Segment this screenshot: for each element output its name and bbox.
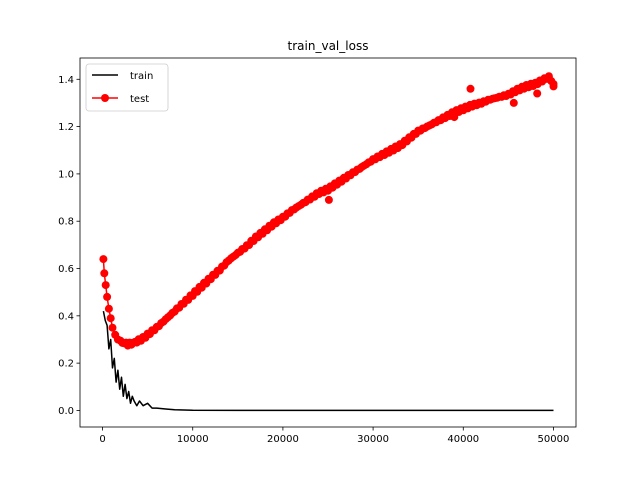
x-tick-label: 50000: [538, 434, 570, 445]
x-tick-label: 10000: [177, 434, 209, 445]
plot-frame: [79, 57, 577, 428]
test-marker: [108, 323, 117, 332]
x-tick-label: 20000: [267, 434, 299, 445]
test-outlier-marker: [450, 113, 459, 122]
x-tick-label: 40000: [447, 434, 479, 445]
y-tick-label: 1.0: [58, 169, 74, 180]
test-outlier-marker: [549, 82, 558, 91]
legend-train-label: train: [130, 71, 153, 82]
legend-test-marker: [101, 94, 109, 102]
test-outlier-marker: [533, 89, 542, 98]
legend-test-label: test: [130, 94, 149, 105]
test-series: [99, 72, 558, 350]
test-outlier-marker: [509, 98, 518, 107]
y-tick-label: 0.8: [58, 217, 74, 228]
chart-title: train_val_loss: [288, 39, 369, 53]
y-tick-label: 1.2: [58, 122, 74, 133]
y-tick-label: 0.2: [58, 359, 74, 370]
test-marker: [101, 281, 110, 290]
test-marker: [100, 269, 109, 278]
y-tick-label: 0.0: [58, 406, 74, 417]
train-series: [102, 310, 554, 412]
test-marker: [106, 314, 115, 323]
x-tick-label: 0: [99, 434, 105, 445]
test-marker: [99, 255, 108, 264]
train-line: [102, 310, 554, 412]
y-axis: 0.0 0.2 0.4 0.6 0.8 1.0 1.2 1.4: [58, 75, 80, 417]
x-axis: 0 10000 20000 30000 40000 50000: [99, 427, 569, 445]
y-tick-label: 0.6: [58, 264, 74, 275]
test-marker: [104, 304, 113, 313]
y-tick-label: 1.4: [58, 75, 74, 86]
legend: train test: [85, 63, 169, 112]
test-marker: [103, 292, 112, 301]
test-outlier-marker: [324, 195, 333, 204]
test-outlier-marker: [466, 84, 475, 93]
y-tick-label: 0.4: [58, 311, 74, 322]
legend-box: [85, 63, 169, 112]
x-tick-label: 30000: [357, 434, 389, 445]
